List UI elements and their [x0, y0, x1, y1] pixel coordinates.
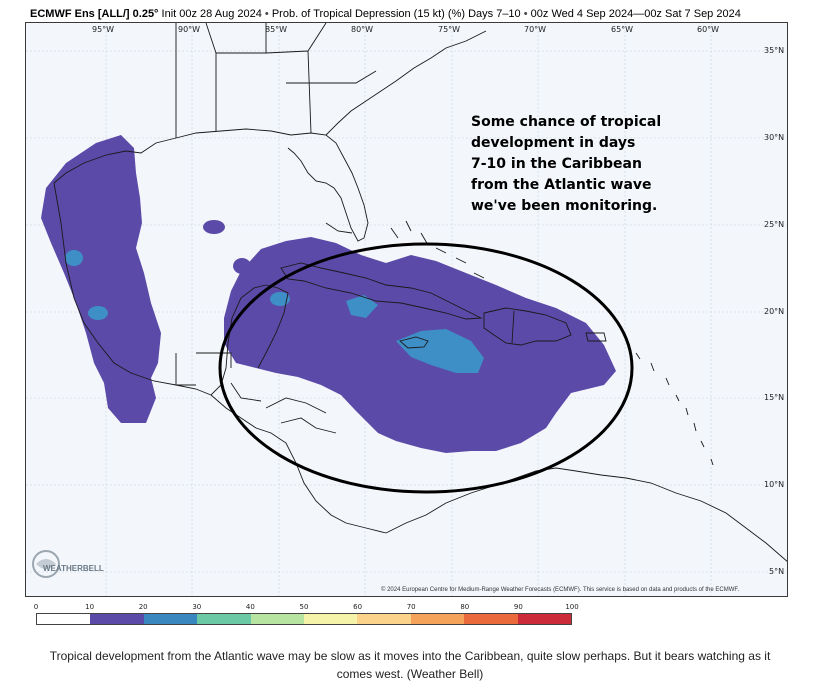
- product-name: Prob. of Tropical Depression (15 kt) (%): [271, 8, 466, 20]
- lat-label: 5°N: [769, 567, 785, 576]
- colorbar-swatch: [90, 614, 144, 624]
- colorbar-swatch: [357, 614, 411, 624]
- valid-period: 00z Wed 4 Sep 2024—00z Sat 7 Sep 2024: [530, 8, 741, 20]
- annotation-line: from the Atlantic wave: [471, 177, 652, 193]
- cuba: [280, 262, 483, 320]
- colorbar-swatch: [410, 614, 465, 624]
- land-outlines: [53, 23, 787, 562]
- colorbar-tick: 0: [33, 603, 39, 611]
- central-america-borders: [175, 352, 337, 434]
- colorbar-tick: 70: [406, 603, 416, 611]
- colorbar-swatch: [37, 614, 91, 624]
- south-america-coast: [385, 467, 787, 562]
- highlight-circle: [218, 242, 634, 494]
- annotation-text: Some chance of tropical development in d…: [471, 112, 701, 217]
- gulf-coast: [53, 128, 369, 242]
- colorbar-tick: 40: [245, 603, 255, 611]
- annotation-line: development in days: [471, 135, 636, 151]
- probability-shading-high: [65, 250, 484, 373]
- lon-label: 80°W: [351, 25, 374, 34]
- us-east-coast: [325, 30, 487, 136]
- lon-label: 75°W: [438, 25, 461, 34]
- logo-text: WEATHERBELL: [43, 564, 104, 573]
- bahamas: [390, 220, 485, 279]
- lat-label: 20°N: [764, 307, 785, 316]
- colorbar-tick: 60: [353, 603, 363, 611]
- colorbar-tick: 10: [85, 603, 95, 611]
- annotation-line: Some chance of tropical: [471, 114, 662, 130]
- lat-label: 10°N: [764, 480, 785, 489]
- puerto-rico: [585, 332, 607, 342]
- copyright-notice: © 2024 European Centre for Medium-Range …: [381, 587, 740, 593]
- lesser-antilles: [635, 352, 714, 466]
- lon-label: 85°W: [265, 25, 288, 34]
- separator: •: [523, 8, 528, 20]
- prob-area-cuba-core: [346, 295, 378, 318]
- weatherbell-logo: WEATHERBELL: [31, 549, 104, 579]
- annotation-line: 7-10 in the Caribbean: [471, 156, 642, 172]
- lon-label: 70°W: [524, 25, 547, 34]
- colorbar-tick: 100: [565, 603, 579, 611]
- colorbar-tick: 50: [299, 603, 309, 611]
- lon-label: 65°W: [611, 25, 634, 34]
- lat-label: 15°N: [764, 393, 785, 402]
- colorbar-tick: 30: [192, 603, 202, 611]
- map-svg: [26, 23, 787, 596]
- model-name: ECMWF Ens [ALL/] 0.25°: [30, 8, 159, 20]
- colorbar-swatch: [143, 614, 198, 624]
- prob-area-islet: [203, 220, 225, 234]
- lon-label: 90°W: [178, 25, 201, 34]
- prob-area-yucatan-core: [270, 292, 290, 306]
- state-lines: [175, 23, 377, 138]
- colorbar-tick: 80: [460, 603, 470, 611]
- lat-label: 30°N: [764, 133, 785, 142]
- colorbar-tick: 20: [138, 603, 148, 611]
- lat-label: 35°N: [764, 46, 785, 55]
- separator: •: [264, 8, 269, 20]
- colorbar: 0 10 20 30 40 50 60 70 80 90 100: [33, 603, 579, 629]
- yucatan: [257, 284, 289, 369]
- colorbar-swatch: [464, 614, 518, 624]
- image-caption: Tropical development from the Atlantic w…: [49, 649, 771, 681]
- jamaica: [399, 336, 429, 349]
- annotation-line: we've been monitoring.: [471, 198, 658, 214]
- colorbar-swatch: [304, 614, 358, 624]
- colorbar-swatch: [197, 614, 251, 624]
- prob-area-mexico-core: [65, 250, 83, 266]
- logo-swirl-icon: [32, 550, 60, 578]
- colorbar-swatches: [36, 613, 572, 625]
- colorbar-tick: 90: [513, 603, 523, 611]
- prob-area-mexico-core: [88, 306, 108, 320]
- init-time: Init 00z 28 Aug 2024: [161, 8, 262, 20]
- florida-keys: [325, 222, 353, 234]
- map-header: ECMWF Ens [ALL/] 0.25° Init 00z 28 Aug 2…: [30, 8, 790, 22]
- hispaniola: [483, 307, 572, 346]
- prob-area-mexico-west: [41, 135, 161, 423]
- lon-label: 60°W: [697, 25, 720, 34]
- lon-label: 95°W: [92, 25, 115, 34]
- haiti-dr-border: [511, 310, 515, 344]
- forecast-days: Days 7–10: [468, 8, 521, 20]
- prob-area-islet: [233, 258, 251, 274]
- colorbar-swatch: [250, 614, 305, 624]
- map-panel: 95°W 90°W 85°W 80°W 75°W 70°W 65°W 60°W …: [25, 22, 788, 597]
- lat-label: 25°N: [764, 220, 785, 229]
- colorbar-swatch: [517, 614, 572, 624]
- prob-area-jamaica-core: [396, 329, 484, 373]
- colorbar-ticks: 0 10 20 30 40 50 60 70 80 90 100: [33, 603, 579, 613]
